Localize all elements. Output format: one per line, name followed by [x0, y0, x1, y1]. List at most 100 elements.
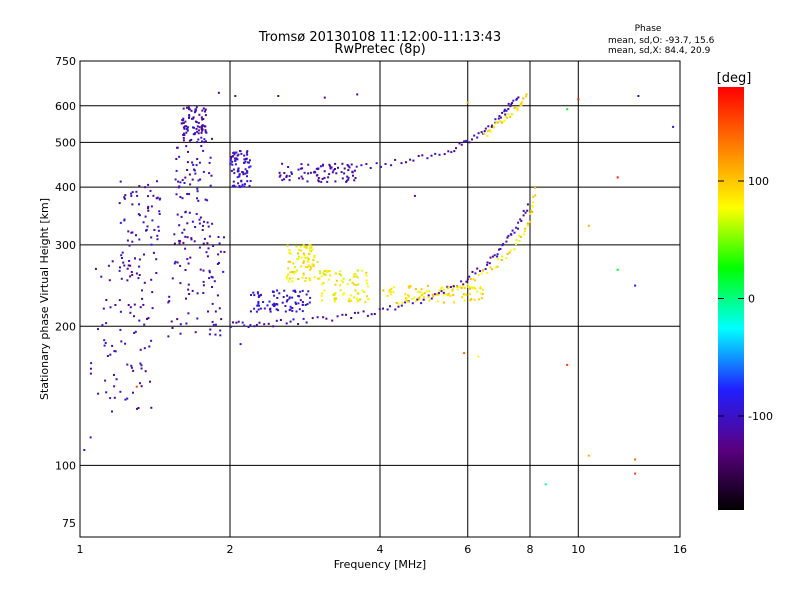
- data-point: [188, 108, 191, 111]
- data-point: [322, 163, 324, 166]
- data-point: [210, 275, 213, 278]
- data-point: [312, 265, 315, 268]
- data-point: [135, 272, 138, 275]
- data-point: [218, 307, 221, 310]
- data-point: [455, 147, 457, 150]
- data-point: [123, 264, 126, 267]
- data-point: [471, 270, 474, 273]
- data-point: [149, 380, 151, 383]
- data-point: [211, 320, 214, 323]
- data-point: [468, 141, 471, 144]
- data-point: [236, 176, 239, 179]
- data-point: [244, 168, 247, 171]
- data-point: [156, 234, 159, 237]
- data-point: [186, 193, 189, 195]
- data-point: [335, 297, 338, 300]
- data-point: [198, 246, 201, 249]
- data-point: [490, 125, 493, 128]
- data-point: [287, 267, 290, 270]
- data-point: [233, 172, 236, 175]
- data-point: [414, 300, 417, 303]
- data-point: [300, 163, 303, 166]
- data-point: [182, 126, 185, 129]
- data-point: [320, 275, 323, 278]
- data-point: [320, 294, 323, 297]
- data-point: [466, 283, 469, 286]
- data-point: [291, 280, 294, 283]
- data-point: [350, 299, 353, 302]
- data-point: [147, 209, 150, 212]
- data-point: [513, 248, 516, 251]
- data-point: [287, 280, 290, 283]
- data-point: [301, 303, 304, 306]
- data-point: [314, 171, 317, 174]
- data-point: [113, 373, 115, 376]
- data-point: [202, 149, 205, 152]
- data-point: [194, 331, 197, 334]
- data-point: [147, 205, 150, 208]
- data-point: [416, 298, 419, 301]
- data-point: [299, 290, 302, 293]
- data-point: [463, 293, 466, 296]
- data-point: [511, 229, 514, 232]
- data-point: [499, 248, 502, 250]
- data-point: [411, 302, 414, 305]
- grid-lines: [80, 61, 680, 537]
- data-point: [124, 398, 127, 401]
- data-point: [208, 269, 211, 272]
- data-point: [208, 333, 211, 336]
- data-point: [347, 178, 350, 181]
- plot-area: 1 2 4 6 8 10 16 75 100 200 300 400 500 600 750: [55, 55, 687, 556]
- data-point: [107, 264, 110, 267]
- data-point: [342, 281, 345, 284]
- data-point: [216, 263, 219, 265]
- data-point: [343, 172, 346, 175]
- data-point: [388, 290, 391, 293]
- data-point: [205, 251, 208, 254]
- data-point: [507, 113, 510, 116]
- data-point: [347, 176, 350, 179]
- data-point: [167, 335, 170, 338]
- data-point: [246, 175, 248, 178]
- data-point: [151, 307, 154, 310]
- data-point: [201, 118, 204, 121]
- data-point: [257, 296, 260, 298]
- data-point: [532, 201, 535, 204]
- data-point: [341, 313, 344, 316]
- data-point: [637, 95, 640, 97]
- data-point: [423, 292, 426, 295]
- data-point: [198, 218, 201, 221]
- data-point: [219, 334, 222, 337]
- data-point: [304, 280, 307, 282]
- data-point: [179, 264, 182, 267]
- data-point: [220, 318, 223, 321]
- data-point: [442, 301, 445, 304]
- data-point: [134, 330, 137, 333]
- data-point: [506, 236, 509, 239]
- title-block: Tromsø 20130108 11:12:00-11:13:43 RwPret…: [258, 30, 501, 57]
- data-point: [236, 154, 239, 157]
- data-point: [232, 180, 235, 183]
- data-point: [427, 294, 430, 297]
- data-point: [237, 167, 240, 170]
- data-point: [114, 350, 117, 353]
- data-point: [499, 116, 502, 119]
- data-point: [315, 167, 318, 170]
- data-point: [135, 385, 138, 388]
- data-point: [317, 177, 320, 179]
- data-point: [525, 93, 528, 96]
- data-point: [512, 99, 515, 102]
- data-point: [208, 277, 211, 280]
- data-point: [355, 284, 358, 286]
- data-point: [407, 294, 410, 297]
- data-point: [181, 231, 184, 234]
- data-point: [242, 171, 245, 174]
- data-point: [318, 277, 321, 280]
- data-point: [321, 299, 324, 302]
- data-point: [246, 180, 249, 183]
- data-point: [300, 265, 303, 268]
- data-point: [248, 161, 250, 164]
- data-point: [307, 290, 310, 293]
- data-point: [192, 133, 195, 136]
- data-point: [307, 258, 310, 260]
